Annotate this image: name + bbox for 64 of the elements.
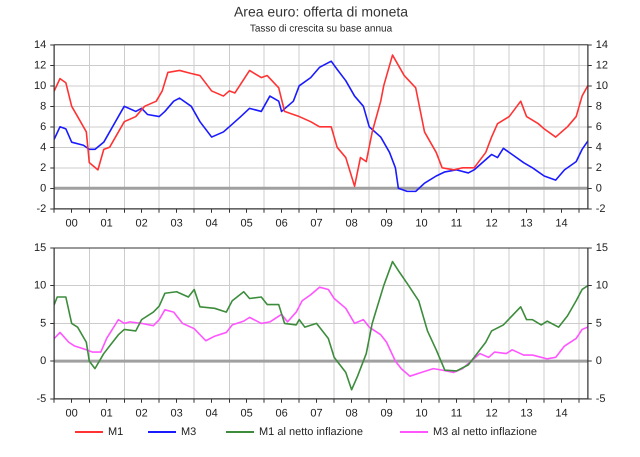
x-tick-label: 06	[275, 407, 288, 420]
y2-tick-label: 0	[596, 182, 602, 194]
legend-label: M3 al netto inflazione	[433, 426, 537, 438]
x-tick-label: 08	[345, 217, 358, 230]
y2-tick-label: 15	[596, 242, 608, 254]
legend-label: M1 al netto inflazione	[259, 426, 363, 438]
x-tick-label: 12	[485, 217, 498, 230]
x-tick-label: 10	[415, 217, 428, 230]
y-tick-label: 10	[34, 280, 46, 292]
y-tick-label: -5	[36, 392, 46, 405]
y2-tick-label: 10	[596, 80, 608, 92]
y2-tick-label: -5	[596, 392, 606, 405]
x-tick-label: 03	[170, 217, 183, 230]
y-tick-label: 12	[34, 59, 46, 72]
y2-tick-label: 6	[596, 120, 602, 133]
x-tick-label: 03	[170, 407, 183, 420]
y-tick-label: 4	[40, 141, 46, 154]
x-tick-label: 07	[310, 217, 323, 230]
y2-tick-label: 10	[596, 280, 608, 292]
x-tick-label: 01	[100, 407, 113, 420]
x-tick-label: 14	[555, 217, 568, 230]
chart-title: Area euro: offerta di moneta	[234, 3, 408, 20]
x-tick-label: 13	[520, 217, 533, 230]
y2-tick-label: 0	[596, 355, 602, 368]
y2-tick-label: 14	[596, 38, 608, 51]
x-tick-label: 07	[310, 407, 323, 420]
y-tick-label: 6	[40, 120, 46, 133]
legend-label: M1	[108, 426, 124, 438]
x-tick-label: 09	[380, 217, 393, 230]
x-tick-label: 11	[450, 217, 462, 230]
x-tick-label: 10	[415, 407, 428, 420]
x-tick-label: 11	[450, 407, 462, 420]
y-tick-label: 0	[40, 182, 46, 194]
x-tick-label: 01	[100, 217, 113, 230]
y-tick-label: 14	[34, 38, 46, 51]
x-tick-label: 02	[135, 407, 148, 420]
x-tick-label: 14	[555, 407, 568, 420]
x-tick-label: 04	[206, 407, 218, 420]
x-tick-label: 00	[66, 407, 78, 420]
y-tick-label: 2	[40, 162, 46, 174]
x-tick-label: 08	[345, 407, 358, 420]
y-tick-label: 10	[34, 80, 46, 92]
y-tick-label: 8	[40, 100, 46, 112]
y-tick-label: -2	[36, 202, 46, 215]
y2-tick-label: 4	[596, 141, 602, 154]
x-tick-label: 02	[135, 217, 148, 230]
y-tick-label: 15	[34, 242, 46, 254]
x-tick-label: 05	[240, 407, 253, 420]
x-tick-label: 12	[485, 407, 498, 420]
y-tick-label: 0	[40, 355, 46, 368]
x-tick-label: 09	[380, 407, 393, 420]
y2-tick-label: 5	[596, 317, 602, 330]
y2-tick-label: 2	[596, 162, 602, 174]
chart-subtitle: Tasso di crescita su base annua	[250, 24, 393, 35]
y-tick-label: 5	[40, 317, 46, 330]
x-tick-label: 13	[520, 407, 533, 420]
y2-tick-label: -2	[596, 202, 606, 215]
x-tick-label: 06	[275, 217, 288, 230]
x-tick-label: 04	[206, 217, 218, 230]
x-tick-label: 00	[66, 217, 78, 230]
legend-label: M3	[181, 426, 196, 438]
y2-tick-label: 12	[596, 59, 608, 72]
x-tick-label: 05	[240, 217, 253, 230]
y2-tick-label: 8	[596, 100, 602, 112]
